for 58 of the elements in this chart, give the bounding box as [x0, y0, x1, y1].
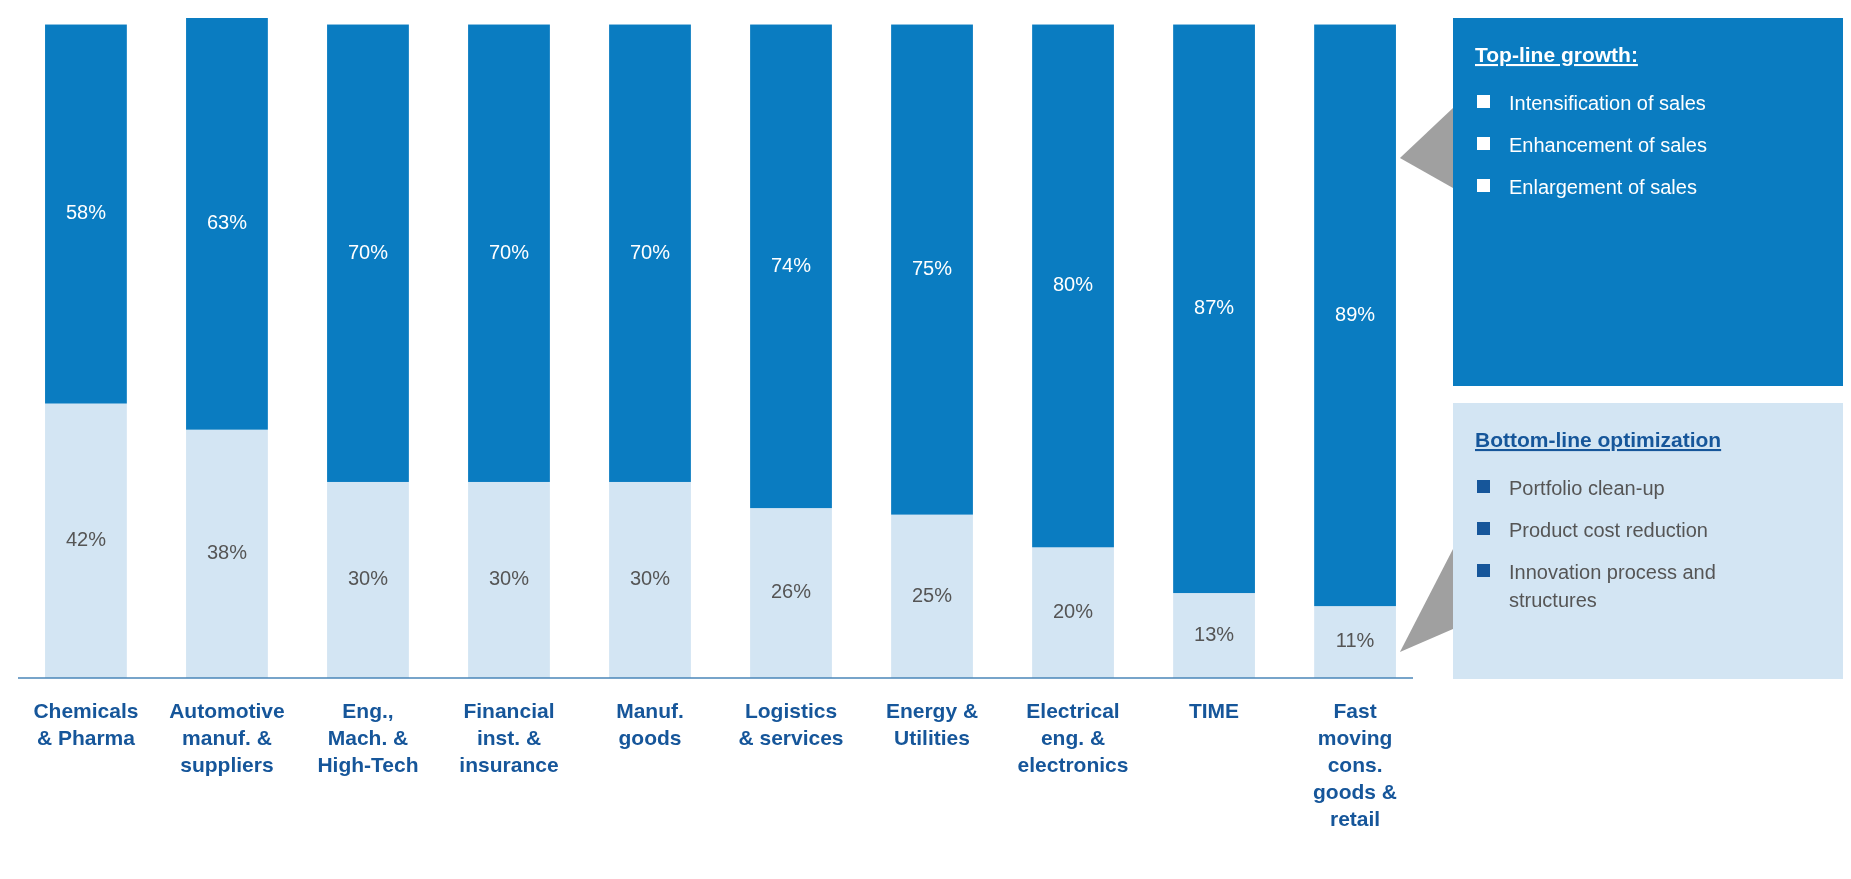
- text: Product cost reduction: [1509, 519, 1708, 541]
- x-tick-label: Electrical eng. & electronics: [1017, 699, 1129, 776]
- bar: [186, 18, 268, 430]
- text: Enlargement of sales: [1509, 176, 1697, 198]
- data-label: 11%: [1335, 629, 1375, 652]
- data-label: 63%: [206, 211, 248, 234]
- data-label: 20%: [1053, 599, 1094, 622]
- bar: [1173, 24, 1255, 594]
- x-tick-label: Manuf. goods: [616, 699, 684, 749]
- text: Portfolio clean-up: [1509, 477, 1665, 499]
- bar: [609, 481, 691, 678]
- text: Innovation process and structures: [1509, 561, 1716, 611]
- x-tick-label: Automotive manuf. & suppliers: [169, 699, 285, 776]
- bar: [750, 24, 832, 509]
- bar: [609, 24, 691, 482]
- data-label: 30%: [629, 567, 671, 590]
- data-label: 38%: [206, 541, 248, 564]
- x-tick-label: TIME: [1188, 699, 1240, 722]
- x-tick-label: Eng., Mach. & High-Tech: [317, 699, 419, 776]
- text: Intensification of sales: [1509, 92, 1706, 114]
- bar: [327, 24, 409, 482]
- bar: [45, 24, 127, 404]
- bar: [468, 24, 550, 482]
- x-tick-label: Financial inst. & insurance: [459, 699, 559, 776]
- bar: [468, 481, 550, 678]
- bar: [1314, 606, 1396, 678]
- data-label: 70%: [488, 240, 530, 263]
- text: Top-line growth:: [1475, 43, 1638, 66]
- x-tick-label: Fast moving cons. goods & retail: [1313, 699, 1398, 830]
- data-label: 75%: [912, 256, 953, 279]
- data-label: 70%: [347, 240, 389, 263]
- data-label: 42%: [65, 528, 107, 551]
- data-label: 13%: [1194, 622, 1235, 645]
- data-label: 26%: [770, 580, 812, 603]
- data-label: 74%: [770, 253, 812, 276]
- bar: [891, 24, 973, 515]
- x-tick-label: Chemicals & Pharma: [33, 699, 139, 749]
- text: Enhancement of sales: [1509, 134, 1707, 156]
- data-label: 58%: [65, 201, 107, 224]
- bar: [186, 429, 268, 678]
- bar: [1314, 24, 1396, 607]
- bar: [1173, 593, 1255, 678]
- bar: [45, 403, 127, 678]
- x-tick-label: Logistics & services: [738, 699, 844, 749]
- data-label: 25%: [912, 583, 953, 606]
- data-label: 30%: [488, 567, 530, 590]
- data-label: 80%: [1053, 273, 1094, 296]
- text: Bottom-line optimization: [1475, 428, 1722, 451]
- data-label: 30%: [347, 567, 389, 590]
- bar: [1032, 547, 1114, 678]
- data-label: 70%: [629, 240, 671, 263]
- bar: [891, 514, 973, 678]
- data-label: 89%: [1335, 302, 1376, 325]
- bar: [1032, 24, 1114, 548]
- bar: [750, 508, 832, 678]
- data-label: 87%: [1194, 296, 1235, 319]
- x-tick-label: Energy & Utilities: [885, 699, 979, 749]
- bar: [327, 481, 409, 678]
